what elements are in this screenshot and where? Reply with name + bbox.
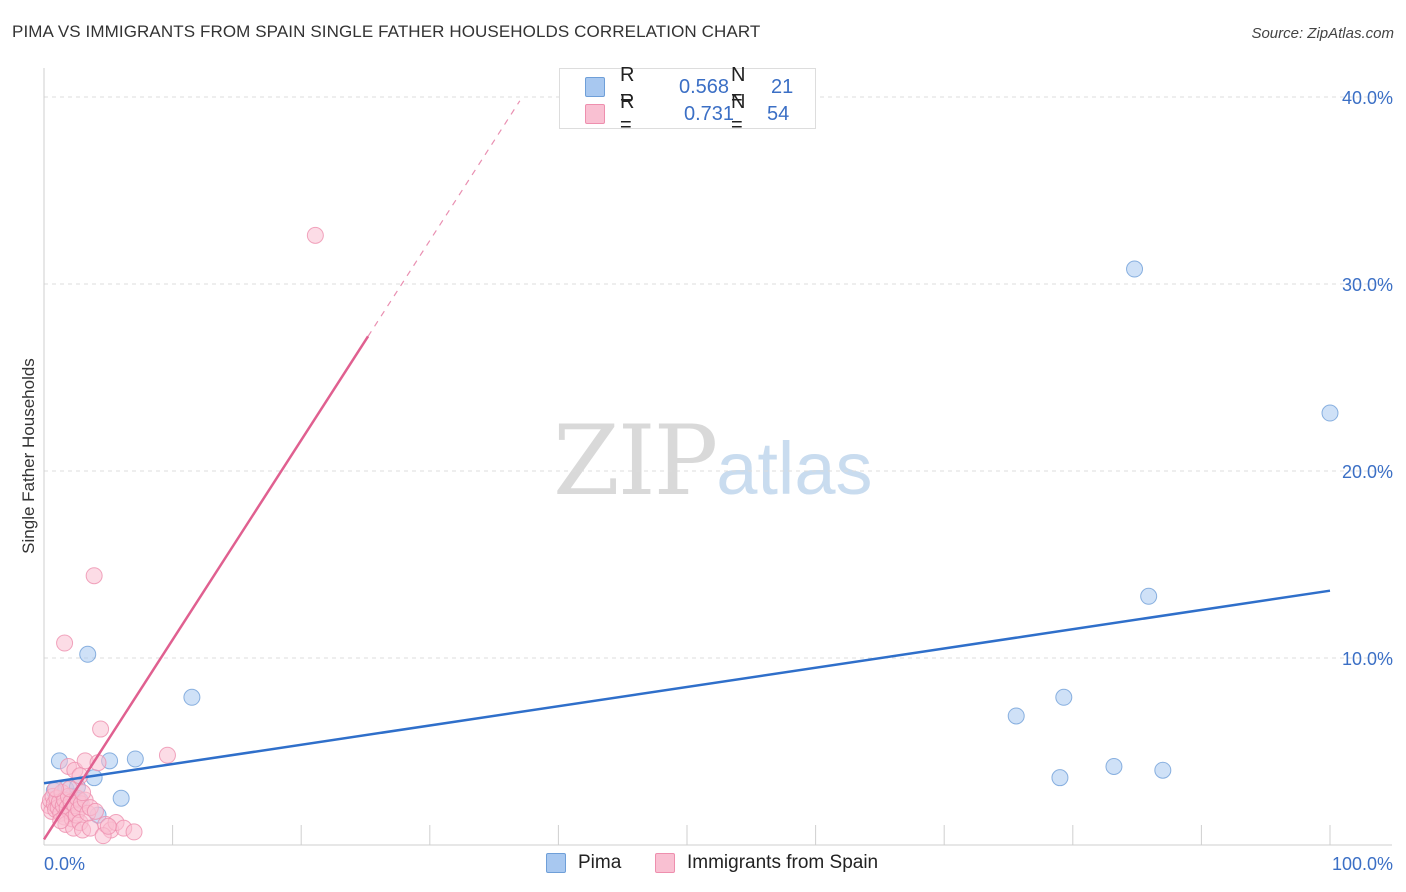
spain-point [92,720,110,738]
pima-point [79,645,97,663]
spain-trend-extension [367,100,521,337]
spain-trend-line [42,335,370,841]
spain-point [125,823,143,841]
legend-item-pima: Pima [546,852,621,874]
spain-point [86,802,104,820]
r-value: 0.731 [684,102,735,125]
spain-point [99,817,117,835]
spain-point [306,226,324,244]
spain-point [81,819,99,837]
n-value: 21 [771,75,794,98]
n-value: 54 [767,102,790,125]
y-tick-label: 20.0% [1342,462,1393,482]
pima-point [1321,404,1339,422]
pima-point [1126,260,1144,278]
r-label: R = [620,64,635,109]
chart-title: PIMA VS IMMIGRANTS FROM SPAIN SINGLE FAT… [12,22,761,41]
pima-point [1051,769,1069,787]
spain-legend-swatch [655,853,675,873]
pima-point [1105,757,1123,775]
legend-item-spain: Immigrants from Spain [655,852,878,874]
pima-swatch [585,77,605,97]
x-tick-label: 100.0% [1332,854,1393,874]
pima-point [1007,707,1025,725]
correlation-legend: R = 0.568 N = 21 R = 0.731 N = 54 [559,64,816,136]
watermark-zip: ZIP [553,405,718,517]
spain-point [56,634,74,652]
watermark: ZIPatlas [553,405,873,517]
pima-trend-line [43,589,1331,785]
x-tick-label: 0.0% [44,854,85,874]
r-label: R = [620,91,635,136]
pima-point [112,789,130,807]
y-tick-label: 10.0% [1342,649,1393,669]
legend-label-spain: Immigrants from Spain [687,852,879,873]
y-tick-label: 30.0% [1342,275,1393,295]
pima-point [183,688,201,706]
n-label: N = [731,64,746,109]
r-value: 0.568 [679,75,730,98]
pima-point [1154,761,1172,779]
pima-point [126,750,144,768]
pima-point [1055,688,1073,706]
spain-point [85,567,103,585]
pima-legend-swatch [546,853,566,873]
spain-point [158,746,176,764]
y-tick-label: 40.0% [1342,88,1393,108]
pima-point [1140,587,1158,605]
watermark-atlas: atlas [716,427,873,510]
source-credit: Source: ZipAtlas.com [1251,25,1394,42]
n-label: N = [731,91,746,136]
legend-label-pima: Pima [578,852,622,873]
spain-swatch [585,104,605,124]
